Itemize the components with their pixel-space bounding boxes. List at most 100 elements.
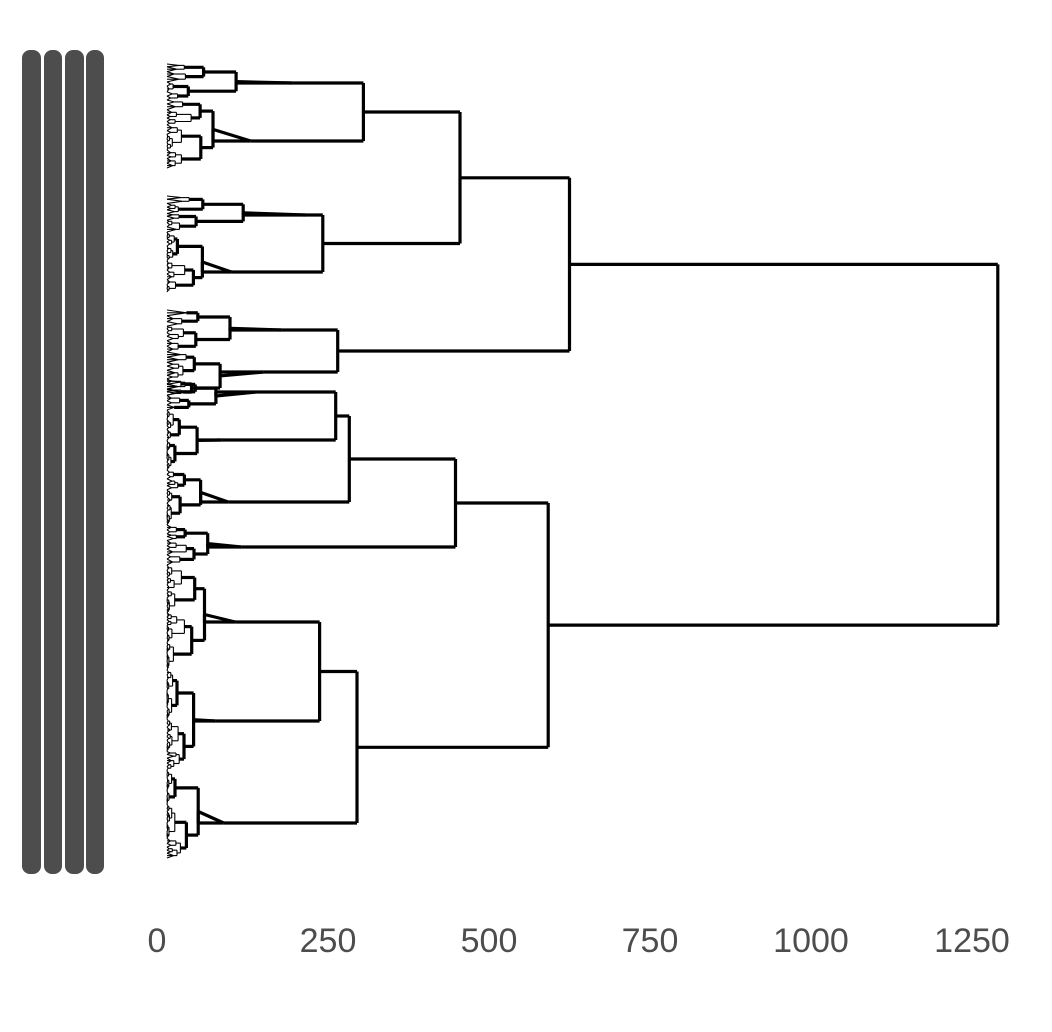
leaf-twig bbox=[166, 542, 172, 547]
leaf-twig bbox=[166, 744, 169, 747]
leaf-twig bbox=[166, 811, 169, 814]
leaf-twig bbox=[166, 236, 169, 238]
leaf-twig bbox=[166, 818, 169, 822]
leaf-twig bbox=[166, 99, 175, 103]
leaf-twig bbox=[166, 724, 170, 728]
dendrogram-branches bbox=[169, 65, 1000, 850]
leaf-twig bbox=[166, 708, 169, 712]
leaf-twig bbox=[166, 248, 169, 252]
leaf-twig bbox=[166, 625, 169, 628]
leaf-twig bbox=[166, 202, 172, 206]
leaf-twig bbox=[166, 342, 173, 347]
leaf-twig bbox=[166, 672, 170, 676]
leaf-twig bbox=[166, 736, 170, 739]
leaf-twig bbox=[166, 145, 169, 149]
leaf-twig bbox=[166, 318, 174, 323]
x-tick-label: 250 bbox=[300, 922, 357, 960]
leaf-twig bbox=[166, 572, 169, 575]
leaf-twig bbox=[166, 359, 179, 363]
leaf-twig bbox=[166, 93, 173, 97]
leaf-twig bbox=[166, 804, 169, 807]
leaf-twig bbox=[166, 523, 169, 526]
leaf-twig bbox=[166, 276, 172, 281]
leaf-twig bbox=[166, 812, 169, 815]
leaf-twig bbox=[166, 474, 171, 478]
leaf-twig bbox=[166, 442, 169, 446]
leaf-twig bbox=[166, 381, 180, 385]
leaf-twig bbox=[166, 581, 170, 585]
leaf-twig bbox=[166, 499, 171, 504]
leaf-twig bbox=[166, 68, 177, 73]
leaf-twig bbox=[166, 521, 169, 524]
leaf-twig bbox=[166, 217, 175, 221]
leaf-twig bbox=[166, 507, 169, 511]
leaf-twig bbox=[166, 494, 169, 498]
leaf-twig bbox=[166, 688, 169, 692]
leaf-label-column bbox=[22, 50, 41, 874]
leaf-twig bbox=[166, 647, 169, 650]
leaf-twig bbox=[166, 628, 169, 631]
leaf-twig bbox=[166, 809, 169, 812]
leaf-twig bbox=[166, 254, 169, 256]
leaf-twig bbox=[166, 231, 169, 235]
leaf-twig bbox=[166, 642, 169, 645]
leaf-twig bbox=[166, 556, 171, 560]
leaf-twig bbox=[166, 431, 170, 436]
leaf-twig bbox=[166, 624, 169, 627]
leaf-twig bbox=[166, 252, 169, 255]
leaf-twig bbox=[166, 485, 172, 489]
leaf-twig bbox=[166, 842, 172, 846]
leaf-twig bbox=[166, 732, 169, 735]
leaf-twig bbox=[166, 397, 172, 402]
leaf-twig bbox=[166, 420, 169, 424]
leaf-twig bbox=[166, 745, 169, 748]
leaf-twig bbox=[166, 753, 174, 757]
leaf-twig bbox=[166, 570, 169, 573]
leaf-twig bbox=[166, 286, 169, 289]
leaf-twig bbox=[166, 138, 169, 141]
leaf-twig bbox=[166, 131, 172, 135]
leaf-twig bbox=[166, 380, 172, 385]
leaf-label-columns bbox=[22, 50, 104, 874]
leaf-twig bbox=[166, 256, 169, 260]
leaf-twig bbox=[166, 348, 174, 353]
dendrogram-link bbox=[197, 810, 225, 825]
leaf-twig bbox=[166, 215, 175, 219]
leaf-twig bbox=[166, 147, 169, 151]
leaf-twig bbox=[166, 152, 171, 156]
x-tick-label: 500 bbox=[461, 922, 518, 960]
leaf-twig bbox=[166, 289, 169, 293]
leaf-twig bbox=[166, 591, 170, 594]
leaf-twig bbox=[166, 354, 181, 358]
leaf-twig bbox=[166, 610, 169, 612]
leaf-twig bbox=[166, 95, 171, 99]
leaf-twig bbox=[166, 855, 174, 859]
leaf-twig bbox=[166, 780, 169, 784]
leaf-twig bbox=[166, 467, 169, 471]
leaf-twig bbox=[166, 209, 175, 213]
leaf-twig bbox=[166, 386, 179, 390]
leaf-twig bbox=[166, 101, 175, 105]
leaf-twig bbox=[166, 200, 183, 204]
leaf-twig bbox=[166, 337, 174, 342]
leaf-twig bbox=[166, 519, 169, 522]
dendrogram-link bbox=[201, 260, 232, 274]
leaf-twig bbox=[166, 197, 182, 200]
leaf-twig bbox=[166, 281, 171, 285]
leaf-twig bbox=[166, 376, 173, 380]
leaf-twig bbox=[166, 106, 176, 111]
leaf-twig bbox=[166, 288, 169, 291]
leaf-twig bbox=[166, 165, 173, 169]
leaf-twig bbox=[166, 722, 170, 726]
leaf-twigs bbox=[166, 63, 192, 859]
leaf-twig bbox=[166, 258, 169, 262]
leaf-twig bbox=[166, 561, 173, 566]
leaf-twig bbox=[166, 91, 173, 95]
dendrogram-link bbox=[212, 127, 252, 143]
leaf-twig bbox=[166, 409, 169, 413]
leaf-twig bbox=[166, 480, 173, 484]
leaf-twig bbox=[166, 535, 174, 540]
leaf-twig bbox=[166, 78, 179, 83]
leaf-twig bbox=[166, 684, 169, 687]
leaf-twig bbox=[166, 720, 169, 724]
